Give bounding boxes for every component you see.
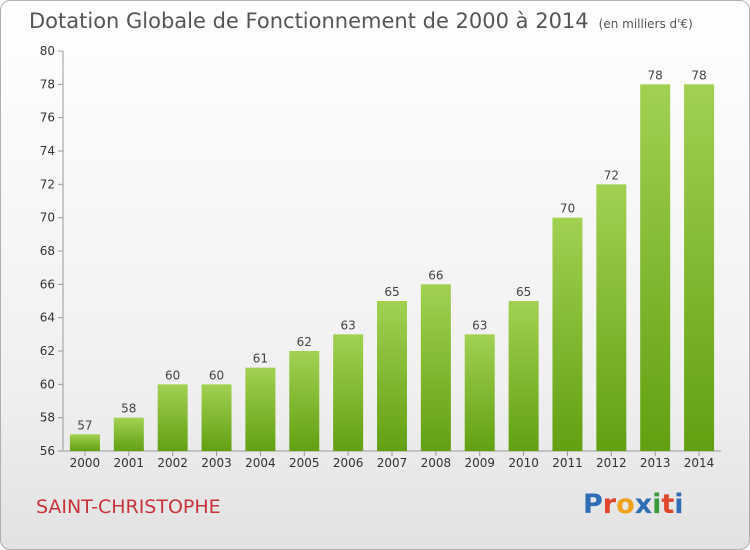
data-label: 72 — [604, 168, 619, 182]
logo-letter: i — [674, 489, 684, 520]
chart-title: Dotation Globale de Fonctionnement de 20… — [29, 9, 693, 33]
x-tick-label: 2010 — [508, 456, 539, 470]
y-tick-label: 56 — [40, 444, 55, 458]
y-tick-label: 66 — [40, 277, 55, 291]
bar — [245, 367, 276, 451]
data-label: 66 — [428, 268, 443, 282]
x-tick-label: 2008 — [421, 456, 452, 470]
x-tick-label: 2003 — [201, 456, 232, 470]
data-label: 78 — [648, 68, 663, 82]
y-tick-label: 74 — [40, 144, 55, 158]
x-tick-label: 2012 — [596, 456, 627, 470]
bar — [464, 334, 495, 451]
x-tick-label: 2000 — [70, 456, 101, 470]
x-tick-label: 2007 — [377, 456, 408, 470]
y-tick-label: 72 — [40, 177, 55, 191]
data-label: 62 — [297, 335, 312, 349]
x-tick-label: 2002 — [157, 456, 188, 470]
data-label: 60 — [209, 368, 224, 382]
data-label: 63 — [472, 318, 487, 332]
logo-letter: t — [661, 489, 675, 520]
bar — [113, 417, 144, 451]
bar — [157, 384, 188, 451]
x-tick-label: 2014 — [684, 456, 715, 470]
chart-subtitle: (en milliers d'€) — [598, 17, 693, 31]
x-tick-label: 2013 — [640, 456, 671, 470]
x-tick-label: 2004 — [245, 456, 276, 470]
y-tick-label: 70 — [40, 211, 55, 225]
x-tick-label: 2005 — [289, 456, 320, 470]
y-tick-label: 68 — [40, 244, 55, 258]
y-tick-label: 64 — [40, 311, 55, 325]
bar — [552, 217, 583, 451]
data-label: 78 — [691, 68, 706, 82]
data-label: 63 — [340, 318, 355, 332]
bar — [640, 84, 671, 451]
x-tick-label: 2006 — [333, 456, 364, 470]
bar — [377, 301, 407, 451]
x-tick-label: 2009 — [464, 456, 495, 470]
proxiti-logo: Proxiti — [583, 489, 684, 520]
logo-letter: o — [616, 489, 635, 520]
bar — [596, 184, 627, 452]
bar — [508, 301, 539, 451]
logo-letter: P — [583, 489, 603, 520]
x-tick-label: 2001 — [114, 456, 145, 470]
logo-letter: r — [602, 489, 617, 520]
bar — [420, 284, 451, 451]
y-tick-label: 58 — [40, 411, 55, 425]
logo-letter: i — [652, 489, 662, 520]
data-label: 65 — [516, 285, 531, 299]
y-tick-label: 60 — [40, 377, 55, 391]
bar — [69, 434, 100, 451]
y-tick-label: 76 — [40, 111, 55, 125]
logo-letter: x — [634, 489, 653, 520]
y-tick-label: 78 — [40, 77, 55, 91]
chart-title-text: Dotation Globale de Fonctionnement de 20… — [29, 9, 589, 33]
data-label: 65 — [384, 285, 399, 299]
bar — [684, 84, 715, 451]
bar — [201, 384, 232, 451]
data-label: 58 — [121, 402, 136, 416]
data-label: 61 — [253, 352, 268, 366]
x-tick-label: 2011 — [552, 456, 583, 470]
data-label: 70 — [560, 202, 575, 216]
bar — [333, 334, 364, 451]
data-label: 60 — [165, 368, 180, 382]
data-label: 57 — [77, 418, 92, 432]
y-tick-label: 62 — [40, 344, 55, 358]
y-tick-label: 80 — [40, 44, 55, 58]
commune-name: SAINT-CHRISTOPHE — [36, 496, 221, 518]
bar — [289, 351, 320, 451]
